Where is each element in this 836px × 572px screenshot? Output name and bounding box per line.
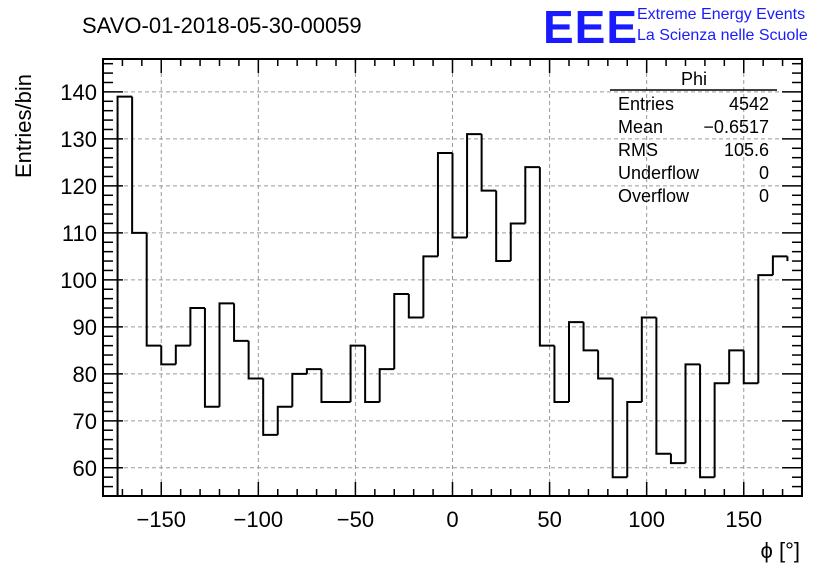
stats-box: Phi Entries 4542 Mean −0.6517 RMS 105.6 … <box>610 69 777 206</box>
histogram-bin <box>291 372 307 407</box>
x-tick-label: 150 <box>725 507 762 532</box>
axis-ticks <box>103 59 802 496</box>
y-tick-label: 100 <box>60 268 97 293</box>
histogram-bin <box>568 321 584 403</box>
histogram-bin <box>524 166 540 224</box>
histogram-bin <box>771 255 788 276</box>
stats-mean-label: Mean <box>618 117 663 137</box>
histogram-bin <box>364 345 380 404</box>
y-tick-label: 140 <box>60 80 97 105</box>
histogram-bin <box>203 308 220 408</box>
histogram-bin <box>276 405 293 435</box>
histogram-bin <box>218 302 235 407</box>
histogram-bars <box>116 95 789 496</box>
histogram-bin <box>407 293 424 319</box>
axis-tick-labels: −150 −100 −50 0 50 100 150 60 70 80 90 100 110 120 130… <box>60 80 762 532</box>
histogram-bin <box>422 255 438 318</box>
x-tick-label: −50 <box>337 507 374 532</box>
y-tick-label: 70 <box>73 409 97 434</box>
histogram-bin <box>699 364 715 479</box>
x-tick-label: 50 <box>537 507 561 532</box>
histogram-bin <box>466 133 482 238</box>
y-tick-label: 80 <box>73 362 97 387</box>
histogram-bin <box>669 453 686 465</box>
histogram-bin <box>553 345 569 404</box>
stats-underflow-value: 0 <box>759 163 769 183</box>
histogram-bin <box>684 363 701 464</box>
histogram-bin <box>320 369 336 404</box>
histogram-bin <box>626 401 642 478</box>
y-tick-label: 120 <box>60 174 97 199</box>
histogram-bin <box>349 344 366 403</box>
stats-rms-label: RMS <box>618 140 658 160</box>
y-tick-label: 90 <box>73 315 97 340</box>
histogram-bin <box>495 190 511 263</box>
y-axis-label: Entries/bin <box>11 74 36 178</box>
grid <box>103 59 802 496</box>
histogram-bin <box>160 345 176 366</box>
eee-logo: EEE <box>543 1 638 53</box>
histogram-bin <box>145 232 162 347</box>
logo-subtitle-line1: Extreme Energy Events <box>637 6 805 23</box>
x-tick-label: 100 <box>628 507 665 532</box>
histogram-bin <box>378 368 395 403</box>
histogram-bin <box>393 292 409 370</box>
histogram-bin <box>713 382 730 478</box>
x-tick-label: −150 <box>136 507 186 532</box>
histogram-bin <box>728 349 744 384</box>
logo-subtitle-line2: La Scienza nelle Scuole <box>637 27 808 44</box>
y-tick-label: 60 <box>73 456 97 481</box>
y-tick-label: 130 <box>60 127 97 152</box>
histogram-bin <box>262 378 278 436</box>
histogram-bin <box>611 378 628 479</box>
stats-entries-label: Entries <box>618 94 674 114</box>
histogram-bin <box>757 274 773 384</box>
stats-underflow-label: Underflow <box>618 163 700 183</box>
stats-overflow-label: Overflow <box>618 186 690 206</box>
histogram-bin <box>131 96 147 234</box>
histogram-bin <box>233 303 249 342</box>
histogram-bin <box>582 322 599 352</box>
stats-mean-value: −0.6517 <box>703 117 769 137</box>
histogram-bin <box>116 95 133 496</box>
histogram-bin <box>451 152 468 239</box>
histogram-bin <box>305 368 322 374</box>
stats-overflow-value: 0 <box>759 186 769 206</box>
histogram-bin <box>174 344 191 365</box>
stats-title: Phi <box>681 69 707 89</box>
stats-entries-value: 4542 <box>729 94 769 114</box>
histogram-bin <box>436 151 453 257</box>
histogram-bin <box>597 350 613 380</box>
x-axis-label: ϕ [°] <box>761 538 800 563</box>
histogram-bin <box>247 340 264 380</box>
histogram-bin <box>742 350 759 385</box>
y-tick-label: 110 <box>62 221 97 246</box>
x-tick-label: 0 <box>446 507 458 532</box>
histogram-bin <box>509 222 526 262</box>
histogram-bin <box>640 316 657 403</box>
chart-title: SAVO-01-2018-05-30-00059 <box>82 13 362 38</box>
stats-rms-value: 105.6 <box>724 140 769 160</box>
histogram-bin <box>538 167 555 347</box>
histogram-bin <box>189 307 205 346</box>
histogram-bin <box>480 134 497 192</box>
histogram-bin <box>655 317 671 455</box>
x-tick-label: −100 <box>234 507 284 532</box>
